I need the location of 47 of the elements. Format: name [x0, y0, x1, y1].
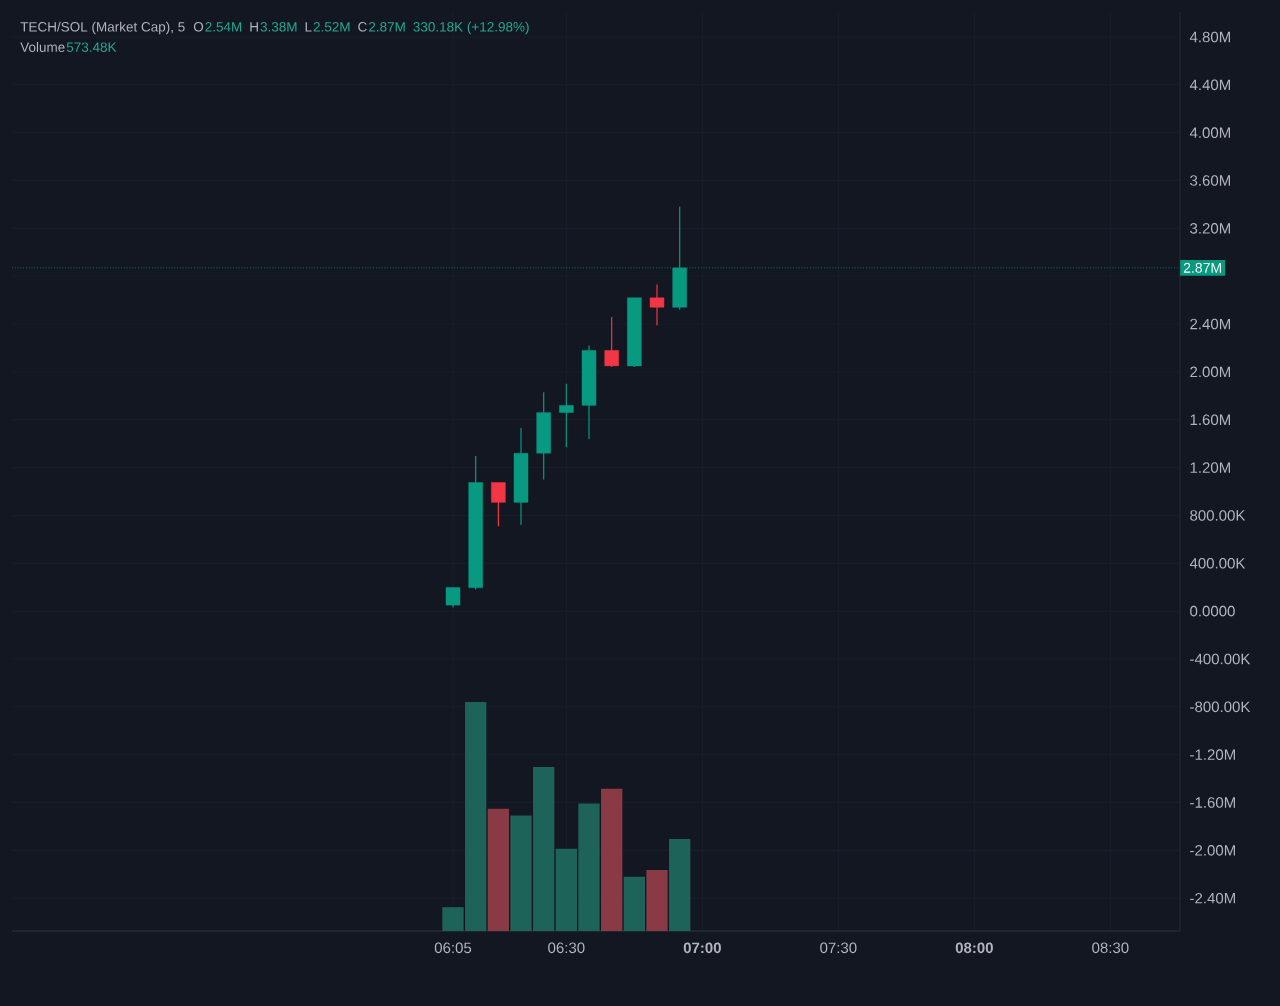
annotation: H: [250, 22, 258, 32]
y-tick-label: -800.00K: [1190, 701, 1251, 713]
y-tick-label: -1.60M: [1190, 797, 1235, 808]
bar: [601, 788, 623, 931]
annotation: 2.54M: [205, 22, 242, 32]
candlestick: [604, 316, 619, 368]
annotation: O: [193, 22, 204, 32]
y-tick-label: 2.40M: [1190, 318, 1230, 330]
y-tick-label: -400.00K: [1190, 653, 1251, 665]
x-tick-label: 07:30: [820, 942, 857, 954]
annotation: 3.38M: [260, 22, 297, 32]
annotation: 2.52M: [313, 22, 350, 32]
ref-line-label: 2.87M: [1183, 262, 1221, 273]
y-tick-label: 0.0000: [1190, 605, 1235, 617]
y-tick-label: 1.60M: [1190, 414, 1230, 426]
annotation: 2.87M: [368, 22, 405, 32]
annotation: C: [358, 22, 367, 32]
candlestick: [559, 383, 574, 448]
y-tick-label: 4.80M: [1189, 31, 1230, 43]
y-tick-label: 400.00K: [1189, 557, 1246, 569]
candlestick: [649, 283, 665, 326]
x-tick-label: 06:30: [548, 942, 585, 954]
y-tick-label: 4.40M: [1189, 79, 1230, 91]
y-tick-label: 2.00M: [1190, 366, 1230, 378]
bar: [487, 808, 509, 931]
candlestick: [491, 481, 506, 527]
annotation: 330.18K (+12.98%): [413, 21, 529, 35]
y-tick-label: -2.40M: [1190, 892, 1235, 904]
text: TECH/SOL (Market Cap), 5: [20, 21, 185, 35]
annotation: L: [305, 22, 312, 32]
y-tick-label: 4.00M: [1189, 127, 1230, 138]
y-tick-label: 3.20M: [1190, 223, 1230, 234]
bar: [623, 876, 646, 931]
candlestick: [445, 586, 461, 609]
y-tick-label: -1.20M: [1190, 749, 1235, 760]
x-tick-label: 08:30: [1092, 942, 1129, 954]
x-tick-label: 08:00: [955, 942, 993, 954]
annotation: Volume: [20, 42, 65, 52]
annotation: 573.48K: [66, 42, 117, 52]
x-tick-label: 07:00: [683, 942, 721, 954]
y-tick-label: 800.00K: [1190, 510, 1246, 521]
bar: [669, 838, 691, 931]
y-tick-label: 1.20M: [1190, 462, 1230, 473]
bar: [646, 870, 668, 931]
x-tick-label: 06:05: [434, 942, 472, 954]
y-tick-label: -2.00M: [1190, 845, 1235, 856]
y-tick-label: 3.60M: [1190, 175, 1230, 186]
